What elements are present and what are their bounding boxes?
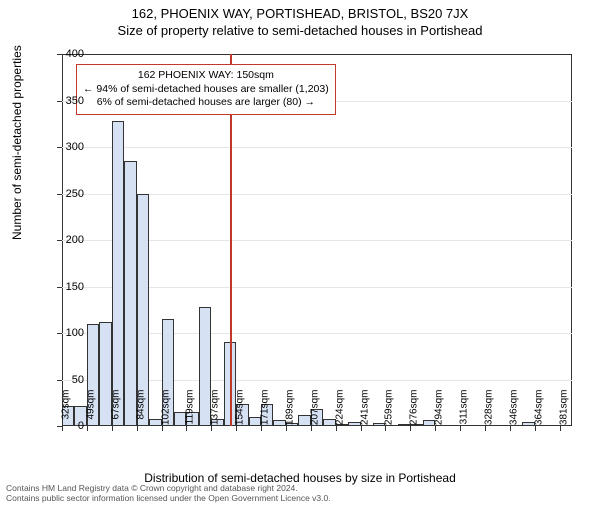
y-tick-label: 400 — [44, 48, 84, 60]
footer-attribution: Contains HM Land Registry data © Crown c… — [6, 484, 331, 504]
histogram-bar — [112, 121, 124, 426]
y-tick-label: 50 — [44, 374, 84, 386]
x-tick-label: 154sqm — [235, 390, 246, 434]
x-tick-label: 171sqm — [260, 390, 271, 434]
y-tick-label: 250 — [44, 188, 84, 200]
x-tick-label: 32sqm — [61, 390, 72, 434]
x-tick-label: 241sqm — [359, 390, 370, 434]
x-tick-label: 328sqm — [483, 390, 494, 434]
page-title: 162, PHOENIX WAY, PORTISHEAD, BRISTOL, B… — [0, 6, 600, 21]
x-tick-label: 259sqm — [384, 390, 395, 434]
annotation-box: 162 PHOENIX WAY: 150sqm ← 94% of semi-de… — [76, 64, 336, 115]
y-tick-label: 300 — [44, 141, 84, 153]
y-tick-label: 100 — [44, 327, 84, 339]
x-tick-label: 346sqm — [508, 390, 519, 434]
footer-line-2: Contains public sector information licen… — [6, 494, 331, 504]
x-tick-label: 224sqm — [334, 390, 345, 434]
annotation-line-1: 162 PHOENIX WAY: 150sqm — [83, 69, 329, 83]
annotation-line-3: 6% of semi-detached houses are larger (8… — [83, 96, 329, 110]
y-tick-label: 150 — [44, 281, 84, 293]
gridline — [62, 147, 572, 148]
annotation-line-2: ← 94% of semi-detached houses are smalle… — [83, 83, 329, 97]
x-tick-label: 207sqm — [309, 390, 320, 434]
x-tick-label: 294sqm — [434, 390, 445, 434]
x-tick-label: 119sqm — [185, 390, 196, 434]
x-tick-label: 49sqm — [85, 390, 96, 434]
histogram-bar — [124, 161, 136, 426]
histogram-chart: 162 PHOENIX WAY: 150sqm ← 94% of semi-de… — [62, 54, 572, 426]
x-tick-label: 137sqm — [210, 390, 221, 434]
x-tick-label: 84sqm — [135, 390, 146, 434]
x-tick-label: 276sqm — [409, 390, 420, 434]
y-tick-label: 350 — [44, 95, 84, 107]
page-subtitle: Size of property relative to semi-detach… — [0, 23, 600, 38]
y-tick-label: 200 — [44, 234, 84, 246]
x-tick-label: 67sqm — [110, 390, 121, 434]
y-axis-label: Number of semi-detached properties — [10, 45, 24, 240]
x-tick-label: 102sqm — [160, 390, 171, 434]
x-tick-label: 189sqm — [284, 390, 295, 434]
x-tick-label: 381sqm — [558, 390, 569, 434]
x-tick-label: 364sqm — [533, 390, 544, 434]
x-tick-label: 311sqm — [459, 390, 470, 434]
